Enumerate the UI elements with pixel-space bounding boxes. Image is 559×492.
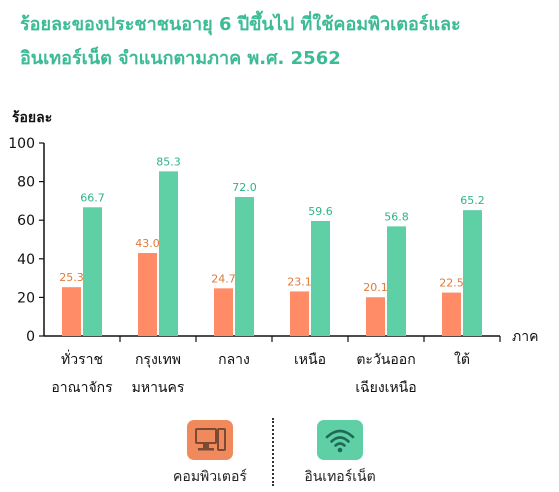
- x-tick-label: ตะวันออก: [356, 352, 415, 368]
- bar-internet: [83, 207, 102, 336]
- data-label-internet: 85.3: [156, 155, 181, 168]
- bar-computer: [214, 288, 233, 336]
- data-label-internet: 72.0: [232, 181, 257, 194]
- bar-internet: [159, 171, 178, 336]
- y-tick-label: 80: [17, 175, 35, 191]
- bar-internet: [311, 220, 330, 336]
- x-tick-label: อาณาจักร: [51, 380, 113, 396]
- bar-internet: [235, 197, 254, 336]
- x-tick-label: กลาง: [218, 352, 250, 368]
- data-label-computer: 24.7: [211, 272, 236, 285]
- data-label-internet: 56.8: [384, 210, 409, 223]
- data-label-computer: 23.1: [287, 275, 312, 288]
- data-label-internet: 59.6: [308, 205, 333, 218]
- bar-computer: [62, 287, 81, 336]
- bar-chart: ร้อยละ 0 20 40 60 80 100 ภาค 25.3 66.7 ทั่วราชอาณา…: [8, 110, 538, 396]
- x-tick-label: เฉียงเหนือ: [355, 380, 416, 396]
- legend-internet: อินเทอร์เน็ต: [290, 420, 390, 488]
- chart-title-line-2: อินเทอร์เน็ต จำแนกตามภาค พ.ศ. 2562: [20, 48, 341, 69]
- data-label-computer: 22.5: [439, 277, 464, 290]
- bar-internet: [463, 210, 482, 336]
- y-tick-label: 20: [17, 290, 35, 306]
- data-label-computer: 25.3: [59, 271, 84, 284]
- legend-computer: คอมพิวเตอร์: [160, 420, 260, 488]
- chart-title: ร้อยละของประชาชนอายุ 6 ปีขึ้นไป ที่ใช้คอ…: [20, 8, 550, 76]
- x-tick-label: มหานคร: [132, 380, 185, 396]
- legend-computer-label: คอมพิวเตอร์: [173, 469, 247, 485]
- y-tick-label: 40: [17, 252, 35, 268]
- legend-internet-label: อินเทอร์เน็ต: [304, 469, 376, 485]
- data-label-internet: 66.7: [80, 191, 105, 204]
- bar-computer: [442, 292, 461, 336]
- legend-divider: [272, 418, 274, 486]
- x-tick-label: ทั่วราช: [61, 350, 103, 368]
- chart-title-line-1: ร้อยละของประชาชนอายุ 6 ปีขึ้นไป ที่ใช้คอ…: [20, 14, 461, 35]
- data-label-computer: 43.0: [135, 237, 160, 250]
- x-axis-label: ภาค: [512, 329, 538, 345]
- data-label-computer: 20.1: [363, 281, 388, 294]
- y-axis-label: ร้อยละ: [12, 110, 52, 126]
- wifi-icon: [317, 420, 363, 460]
- bar-computer: [290, 291, 309, 336]
- x-tick-label: ใต้: [454, 351, 470, 368]
- bar-computer: [366, 297, 385, 336]
- x-tick-label: เหนือ: [294, 352, 326, 368]
- y-tick-label: 100: [8, 136, 35, 152]
- x-tick-label: กรุงเทพ: [135, 352, 181, 368]
- y-tick-label: 0: [26, 329, 35, 345]
- data-label-internet: 65.2: [460, 194, 485, 207]
- computer-icon: [187, 420, 233, 460]
- bar-internet: [387, 226, 406, 336]
- bar-computer: [138, 253, 157, 336]
- y-tick-label: 60: [17, 213, 35, 229]
